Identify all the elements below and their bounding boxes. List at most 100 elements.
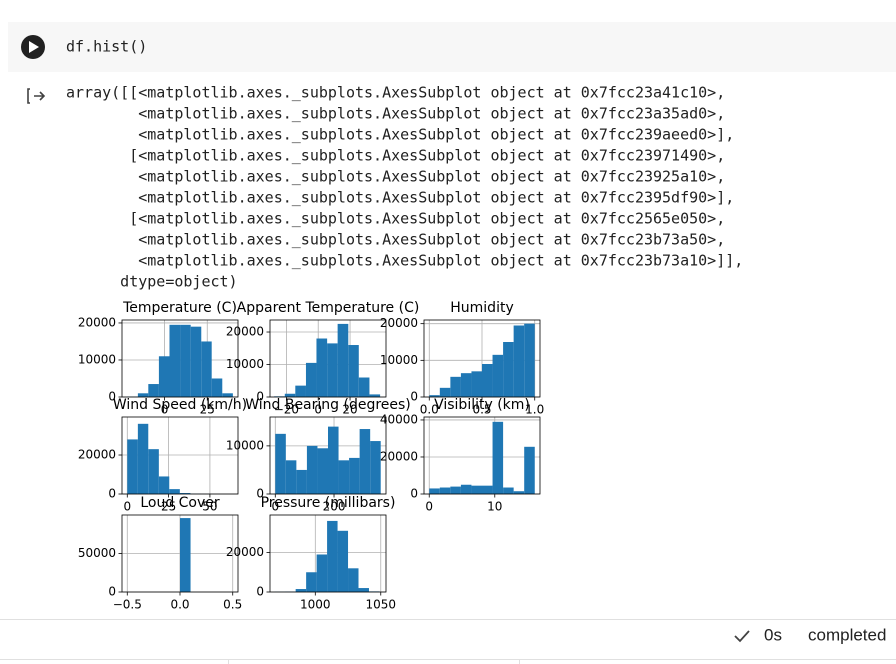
bar	[460, 484, 472, 494]
output-icon[interactable]	[27, 88, 46, 104]
bar	[450, 486, 461, 494]
bar	[284, 393, 296, 397]
output-line: <matplotlib.axes._subplots.AxesSubplot o…	[66, 252, 743, 270]
axes-frame	[423, 319, 541, 398]
bar	[337, 530, 349, 592]
bar	[201, 341, 212, 397]
bar	[317, 448, 328, 494]
bar	[482, 485, 493, 494]
x-tick-label: 0.5	[223, 598, 242, 612]
x-tick-label: 0	[271, 500, 279, 514]
axes-frame	[269, 319, 387, 398]
bar	[127, 439, 138, 494]
x-tick-label: 0	[314, 403, 322, 417]
bar	[482, 364, 493, 397]
x-tick-label: 10	[487, 500, 502, 514]
bar	[348, 345, 359, 397]
bar	[169, 324, 181, 397]
bar	[169, 489, 180, 494]
bar	[492, 421, 504, 494]
bar	[358, 588, 369, 592]
y-tick-label: 20000	[226, 325, 264, 339]
bar	[369, 394, 381, 397]
bar	[359, 429, 371, 494]
chart-title: Humidity	[450, 300, 513, 316]
bar	[222, 393, 233, 397]
bar	[338, 460, 350, 494]
output-line: [<matplotlib.axes._subplots.AxesSubplot …	[66, 210, 725, 228]
x-tick-label: 0	[161, 403, 169, 417]
x-tick-label: 0.0	[420, 403, 439, 417]
bar	[285, 460, 297, 494]
x-tick-label: 0.0	[170, 598, 189, 612]
x-tick-label: 200	[323, 500, 346, 514]
y-tick-label: 20000	[226, 545, 264, 559]
bar	[148, 384, 159, 397]
y-tick-label: 0	[410, 487, 418, 501]
y-tick-label: 20000	[78, 315, 116, 329]
x-tick-label: 0	[123, 500, 131, 514]
output-line: dtype=object)	[66, 273, 238, 291]
y-tick-label: 40000	[380, 412, 418, 426]
bar	[305, 362, 317, 397]
bar	[190, 326, 202, 397]
code-cell	[8, 22, 896, 72]
bar	[503, 487, 514, 494]
bar	[513, 325, 525, 397]
bar	[460, 373, 472, 397]
y-tick-label: 10000	[78, 352, 116, 366]
x-tick-label: 0	[425, 500, 433, 514]
bar	[492, 354, 504, 397]
x-tick-label: 1000	[300, 598, 331, 612]
chart-title: Temperature (C)	[122, 300, 237, 316]
bar	[524, 446, 535, 494]
bar	[180, 324, 191, 397]
y-tick-label: 0	[108, 487, 116, 501]
axes-frame	[121, 319, 239, 398]
bar	[471, 371, 482, 397]
bar	[439, 487, 451, 494]
y-tick-label: 50000	[78, 546, 116, 560]
bar	[306, 572, 317, 592]
bar	[471, 485, 482, 494]
output-line: array([[<matplotlib.axes._subplots.AxesS…	[66, 84, 725, 102]
bar	[503, 342, 514, 397]
bar	[316, 554, 328, 592]
output: array([[<matplotlib.axes._subplots.AxesS…	[66, 84, 743, 291]
x-tick-label: 0.5	[472, 403, 491, 417]
bar	[180, 518, 191, 592]
chart-title: Loud Cover	[140, 495, 220, 511]
y-tick-label: 0	[256, 585, 264, 599]
y-tick-label: 0	[108, 390, 116, 404]
chart-title: Visibility (km)	[434, 397, 530, 413]
axes-frame	[269, 416, 387, 495]
run-button[interactable]	[21, 35, 45, 59]
y-tick-label: 20000	[380, 316, 418, 330]
bar	[306, 445, 318, 494]
bar	[450, 376, 461, 397]
bar	[137, 423, 149, 494]
y-tick-label: 20000	[78, 448, 116, 462]
axes-frame	[121, 416, 239, 495]
bar	[513, 491, 525, 494]
bar	[179, 493, 191, 494]
plot-area	[424, 417, 540, 494]
output-line: <matplotlib.axes._subplots.AxesSubplot o…	[66, 231, 725, 249]
bar	[295, 589, 307, 592]
bar	[429, 488, 440, 494]
bar	[137, 393, 149, 397]
check-icon	[734, 630, 750, 643]
status-state: completed	[808, 625, 886, 644]
y-tick-label: 0	[410, 390, 418, 404]
bar	[439, 387, 451, 397]
axes-frame	[423, 416, 541, 495]
bar	[328, 426, 339, 494]
code-text: df.hist()	[66, 38, 147, 56]
chart-title: Pressure (millibars)	[261, 495, 396, 511]
axes-frame	[269, 514, 387, 593]
y-tick-label: 20000	[380, 449, 418, 463]
chart-title: Wind Bearing (degrees)	[245, 397, 411, 413]
bar	[296, 469, 307, 494]
